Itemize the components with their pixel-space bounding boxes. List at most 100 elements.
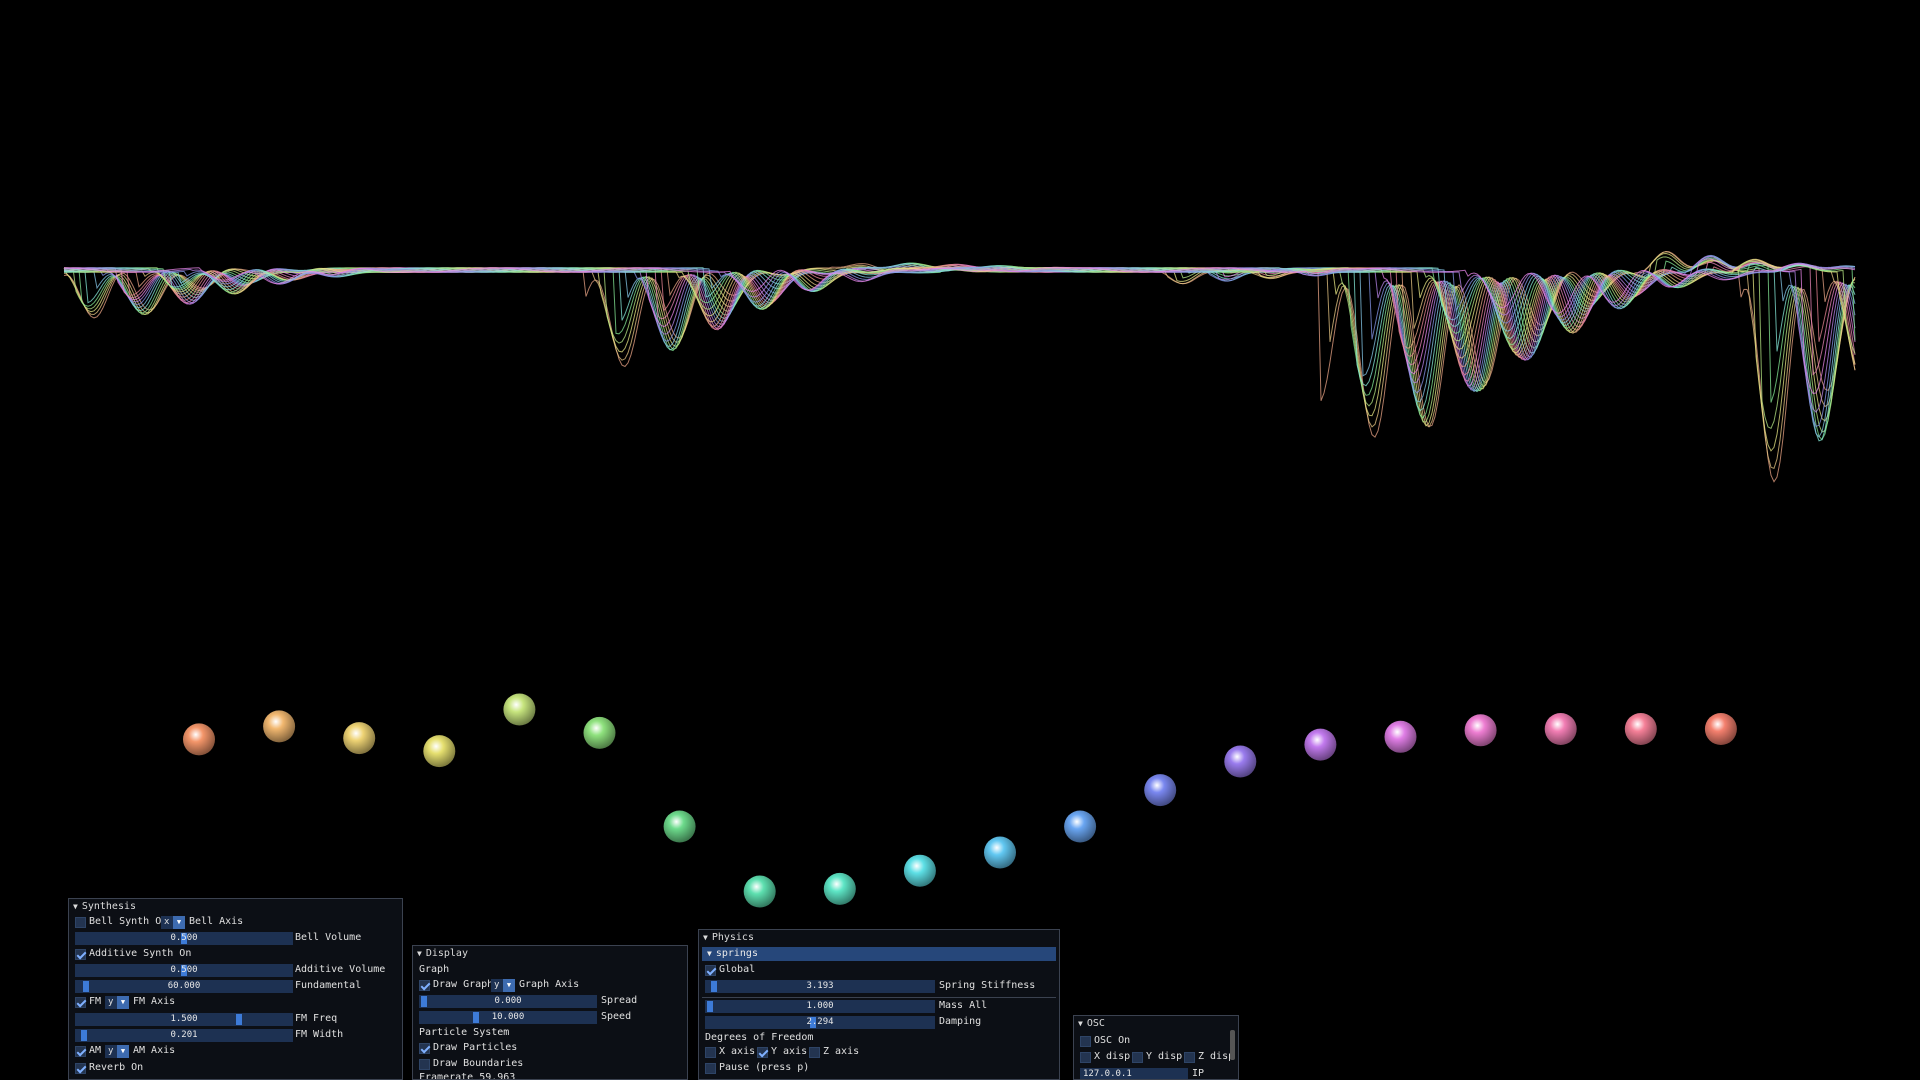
fm-checkbox[interactable] bbox=[75, 997, 86, 1008]
slider-grab[interactable] bbox=[236, 1014, 242, 1025]
fm-freq-label: FM Freq bbox=[295, 1013, 338, 1024]
reverb-checkbox[interactable] bbox=[75, 1063, 86, 1074]
framerate-readout: Framerate 59.963 bbox=[419, 1072, 516, 1080]
physics-panel: ▼ Physics ▼ springs Global 3.193 Spring St… bbox=[698, 929, 1060, 1080]
additive-volume-slider[interactable]: 0.500 bbox=[75, 964, 293, 977]
spread-label: Spread bbox=[601, 995, 638, 1006]
spring-stiffness-slider[interactable]: 3.193 bbox=[705, 980, 935, 993]
slider-grab[interactable] bbox=[421, 996, 427, 1007]
am-axis-value: y bbox=[108, 1046, 114, 1056]
scrollbar[interactable] bbox=[1230, 1030, 1235, 1060]
slider-grab[interactable] bbox=[810, 1017, 816, 1028]
waveform-line bbox=[64, 254, 1856, 427]
global-checkbox[interactable] bbox=[705, 965, 716, 976]
particle-sphere bbox=[583, 716, 616, 749]
ip-address-value: 127.0.0.1 bbox=[1083, 1069, 1132, 1079]
slider-grab[interactable] bbox=[181, 965, 187, 976]
ip-address-label: IP Addre bbox=[1192, 1068, 1205, 1079]
spread-slider[interactable]: 0.000 bbox=[419, 995, 597, 1008]
waveform-graph bbox=[63, 250, 1856, 483]
slider-grab[interactable] bbox=[707, 1001, 713, 1012]
draw-particles-checkbox[interactable] bbox=[419, 1043, 430, 1054]
springs-header[interactable]: ▼ springs bbox=[702, 947, 1056, 961]
chevron-down-icon: ▼ bbox=[503, 979, 515, 992]
synthesis-panel-header[interactable]: ▼ Synthesis bbox=[69, 899, 402, 914]
bell-synth-checkbox[interactable] bbox=[75, 917, 86, 928]
y-axis-checkbox[interactable] bbox=[757, 1047, 768, 1058]
display-panel-header[interactable]: ▼ Display bbox=[413, 946, 687, 961]
slider-grab[interactable] bbox=[81, 1030, 87, 1041]
speed-value: 10.000 bbox=[491, 1012, 525, 1022]
collapse-arrow-icon: ▼ bbox=[417, 949, 422, 958]
osc-panel: ▼ OSC OSC On X disp Y disp Z disp 127.0.0… bbox=[1073, 1015, 1239, 1080]
slider-grab[interactable] bbox=[181, 933, 187, 944]
slider-grab[interactable] bbox=[711, 981, 717, 992]
osc-on-checkbox[interactable] bbox=[1080, 1036, 1091, 1047]
y-disp-label: Y disp bbox=[1146, 1051, 1183, 1062]
bell-axis-combo[interactable]: x ▼ bbox=[161, 916, 185, 929]
mass-all-label: Mass All bbox=[939, 1000, 988, 1011]
draw-boundaries-label: Draw Boundaries bbox=[433, 1058, 524, 1069]
am-label: AM bbox=[89, 1045, 102, 1056]
particle-sphere bbox=[1304, 728, 1337, 761]
particle-sphere bbox=[823, 872, 856, 905]
slider-grab[interactable] bbox=[83, 981, 89, 992]
am-axis-combo[interactable]: y ▼ bbox=[105, 1045, 129, 1058]
x-axis-label: X axis bbox=[719, 1046, 756, 1057]
springs-header-label: springs bbox=[715, 948, 758, 959]
fm-freq-value: 1.500 bbox=[170, 1014, 198, 1024]
fm-label: FM bbox=[89, 996, 102, 1007]
osc-title: OSC bbox=[1086, 1018, 1105, 1029]
chevron-down-icon: ▼ bbox=[173, 916, 185, 929]
slider-grab[interactable] bbox=[473, 1012, 479, 1023]
x-axis-checkbox[interactable] bbox=[705, 1047, 716, 1058]
graph-axis-combo[interactable]: y ▼ bbox=[491, 979, 515, 992]
fm-width-slider[interactable]: 0.201 bbox=[75, 1029, 293, 1042]
fm-axis-combo[interactable]: y ▼ bbox=[105, 996, 129, 1009]
y-disp-checkbox[interactable] bbox=[1132, 1052, 1143, 1063]
am-axis-label: AM Axis bbox=[133, 1045, 176, 1056]
particle-sphere bbox=[663, 810, 696, 843]
additive-synth-label: Additive Synth On bbox=[89, 948, 192, 959]
osc-panel-header[interactable]: ▼ OSC bbox=[1074, 1016, 1238, 1031]
additive-synth-checkbox[interactable] bbox=[75, 949, 86, 960]
chevron-down-icon: ▼ bbox=[117, 996, 129, 1009]
synthesis-panel: ▼ Synthesis Bell Synth On x ▼ Bell Axis 0.… bbox=[68, 898, 403, 1080]
am-checkbox[interactable] bbox=[75, 1046, 86, 1057]
damping-value: 2.294 bbox=[806, 1017, 834, 1027]
z-disp-checkbox[interactable] bbox=[1184, 1052, 1195, 1063]
x-disp-checkbox[interactable] bbox=[1080, 1052, 1091, 1063]
bell-volume-slider[interactable]: 0.500 bbox=[75, 932, 293, 945]
speed-slider[interactable]: 10.000 bbox=[419, 1011, 597, 1024]
particle-sphere bbox=[1384, 720, 1417, 753]
particle-sphere bbox=[1224, 745, 1257, 778]
particle-sphere bbox=[984, 836, 1016, 869]
additive-volume-label: Additive Volume bbox=[295, 964, 386, 975]
draw-boundaries-checkbox[interactable] bbox=[419, 1059, 430, 1070]
particle-sphere bbox=[903, 854, 936, 887]
fm-axis-label: FM Axis bbox=[133, 996, 176, 1007]
physics-panel-header[interactable]: ▼ Physics bbox=[699, 930, 1059, 945]
fm-freq-slider[interactable]: 1.500 bbox=[75, 1013, 293, 1026]
particle-system bbox=[183, 693, 1737, 908]
draw-graph-checkbox[interactable] bbox=[419, 980, 430, 991]
z-axis-checkbox[interactable] bbox=[809, 1047, 820, 1058]
bell-axis-label: Bell Axis bbox=[189, 916, 244, 927]
fundamental-value: 60.000 bbox=[167, 981, 201, 991]
particle-sphere bbox=[1544, 713, 1577, 745]
reverb-label: Reverb On bbox=[89, 1062, 144, 1073]
additive-volume-value: 0.500 bbox=[170, 965, 198, 975]
ip-address-input[interactable]: 127.0.0.1 bbox=[1080, 1068, 1188, 1079]
pause-checkbox[interactable] bbox=[705, 1063, 716, 1074]
fundamental-slider[interactable]: 60.000 bbox=[75, 980, 293, 993]
collapse-arrow-icon: ▼ bbox=[703, 933, 708, 942]
spring-stiffness-label: Spring Stiffness bbox=[939, 980, 1036, 991]
fm-width-value: 0.201 bbox=[170, 1030, 198, 1040]
fm-axis-value: y bbox=[108, 997, 114, 1007]
waveform-line bbox=[63, 263, 1856, 314]
particle-sphere bbox=[743, 875, 776, 908]
particle-sphere bbox=[503, 693, 536, 726]
chevron-down-icon: ▼ bbox=[117, 1045, 129, 1058]
mass-all-slider[interactable]: 1.000 bbox=[705, 1000, 935, 1013]
damping-slider[interactable]: 2.294 bbox=[705, 1016, 935, 1029]
